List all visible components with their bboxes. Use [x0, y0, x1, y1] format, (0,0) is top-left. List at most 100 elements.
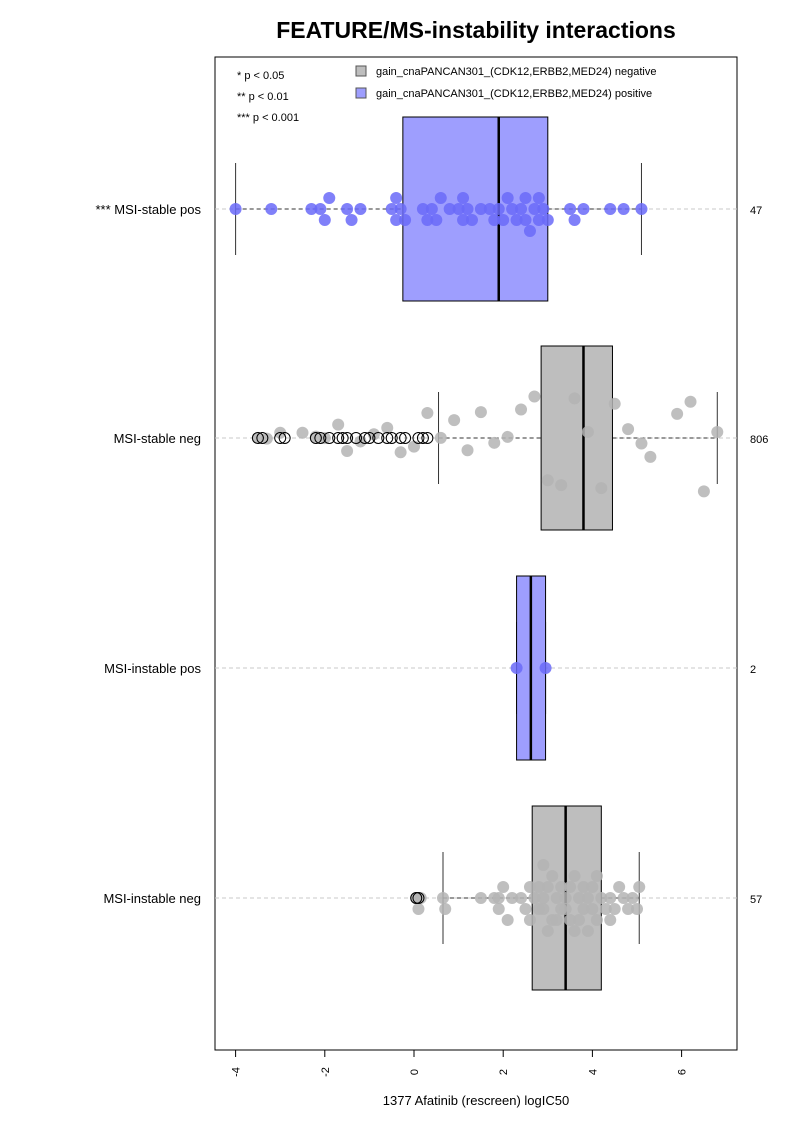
data-point: [537, 892, 550, 904]
data-point: [564, 914, 577, 926]
data-point: [559, 892, 572, 904]
data-point: [590, 870, 603, 882]
box: [540, 345, 613, 531]
significance-legend-item: ** p < 0.01: [237, 91, 289, 103]
data-point: [260, 432, 273, 445]
outlier-point: [336, 432, 349, 444]
data-point: [394, 446, 407, 459]
data-point: [390, 192, 403, 204]
data-point: [519, 192, 532, 204]
data-point: [488, 214, 501, 226]
outlier-point: [363, 432, 376, 444]
data-point: [671, 407, 684, 420]
data-point: [635, 437, 648, 450]
data-point: [461, 444, 474, 457]
data-point: [341, 445, 354, 458]
data-point: [555, 479, 568, 492]
data-point: [523, 914, 536, 926]
data-point: [532, 192, 545, 204]
outlier-point: [358, 432, 371, 444]
group-count: 57: [750, 894, 762, 906]
data-point: [399, 214, 412, 226]
outlier-point: [372, 432, 385, 444]
outlier-point: [278, 432, 291, 444]
group-count: 806: [750, 434, 768, 446]
data-point: [617, 892, 630, 904]
data-point: [510, 662, 523, 674]
x-axis-label: 1377 Afatinib (rescreen) logIC50: [383, 1093, 569, 1108]
data-point: [314, 203, 327, 215]
data-point: [425, 203, 438, 215]
x-tick-label: 6: [677, 1069, 689, 1075]
data-point: [229, 203, 242, 215]
outlier-point: [341, 432, 354, 444]
chart-title: FEATURE/MS-instability interactions: [276, 17, 676, 43]
outlier-point: [421, 432, 434, 444]
x-tick-label: 2: [498, 1069, 510, 1075]
data-point: [443, 203, 456, 215]
data-point: [341, 203, 354, 215]
data-point: [296, 426, 309, 439]
data-point: [568, 925, 581, 937]
data-point: [497, 881, 510, 893]
data-point: [506, 203, 519, 215]
data-point: [416, 203, 429, 215]
data-point: [506, 892, 519, 904]
legend-label: gain_cnaPANCAN301_(CDK12,ERBB2,MED24) ne…: [376, 66, 656, 78]
data-point: [492, 203, 505, 215]
data-point: [251, 431, 264, 444]
data-point: [581, 925, 594, 937]
data-point: [528, 203, 541, 215]
data-point: [599, 903, 612, 915]
data-point: [631, 903, 643, 915]
outlier-point: [323, 432, 336, 444]
outlier-point: [416, 432, 429, 444]
data-point: [452, 203, 465, 215]
data-point: [626, 892, 639, 904]
data-point: [537, 859, 550, 871]
data-point: [537, 203, 550, 215]
data-point: [586, 881, 599, 893]
data-point: [501, 914, 514, 926]
data-point: [528, 892, 541, 904]
data-point: [523, 881, 536, 893]
data-point: [581, 892, 594, 904]
data-point: [541, 881, 554, 893]
data-point: [421, 406, 434, 419]
group-count: 47: [750, 205, 762, 217]
data-point: [385, 203, 398, 215]
data-point: [421, 214, 434, 226]
data-point: [318, 432, 331, 445]
significance-legend-item: *** p < 0.001: [237, 112, 299, 124]
data-point: [577, 203, 590, 215]
data-point: [519, 214, 532, 226]
data-point: [457, 192, 470, 204]
outlier-point: [314, 432, 327, 444]
data-point: [541, 925, 554, 937]
data-point: [465, 214, 478, 226]
x-tick-label: -2: [320, 1067, 332, 1077]
data-point: [541, 474, 554, 487]
data-point: [510, 214, 523, 226]
data-point: [595, 482, 608, 495]
data-point: [408, 440, 420, 453]
data-point: [577, 881, 590, 893]
data-point: [568, 214, 581, 226]
data-point: [684, 395, 697, 408]
data-point: [519, 903, 532, 915]
group-label: MSI-instable neg: [103, 891, 201, 906]
data-point: [492, 892, 505, 904]
data-point: [604, 914, 617, 926]
outlier-point: [309, 432, 322, 444]
data-point: [568, 392, 581, 405]
data-point: [515, 403, 528, 416]
data-point: [555, 881, 568, 893]
data-point: [604, 203, 617, 215]
outlier-point: [256, 432, 269, 444]
data-point: [474, 892, 487, 904]
data-point: [604, 892, 617, 904]
data-point: [414, 892, 427, 904]
data-point: [412, 903, 425, 915]
group-label: MSI-instable pos: [104, 661, 201, 676]
